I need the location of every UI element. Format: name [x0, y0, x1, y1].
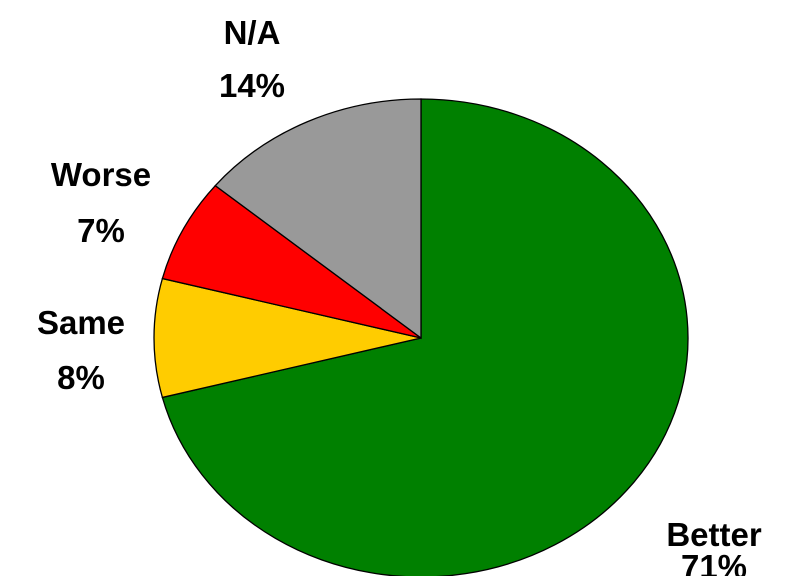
- pie-slice-better: [161, 98, 689, 576]
- data-label-na-name: N/A: [224, 14, 281, 51]
- data-label-better-value: 71%: [681, 548, 747, 576]
- pie-slice-worse: [161, 184, 422, 339]
- pie-data-labels: Better 71% Same 8% Worse 7% N/A 14%: [37, 14, 762, 576]
- data-label-same-value: 8%: [57, 359, 105, 396]
- data-label-worse-name: Worse: [51, 156, 151, 193]
- data-label-better-name: Better: [666, 516, 762, 553]
- data-label-worse-value: 7%: [77, 212, 125, 249]
- data-label-same-name: Same: [37, 304, 125, 341]
- pie-slices: [153, 98, 689, 576]
- pie-slice-na: [214, 98, 422, 340]
- pie-slice-same: [153, 277, 422, 399]
- data-label-na-value: 14%: [219, 67, 285, 104]
